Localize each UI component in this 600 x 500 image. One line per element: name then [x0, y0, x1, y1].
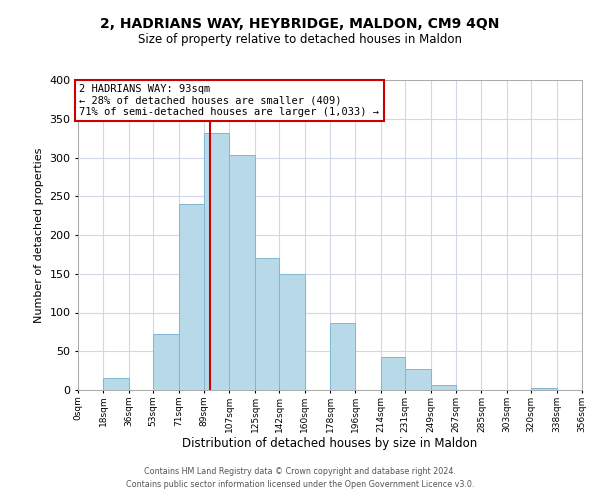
Bar — [255, 258, 279, 390]
Bar — [381, 358, 405, 390]
Bar — [531, 388, 557, 390]
Bar — [204, 132, 229, 390]
Text: Contains HM Land Registry data © Crown copyright and database right 2024.: Contains HM Land Registry data © Crown c… — [144, 467, 456, 476]
Bar — [431, 386, 456, 390]
Y-axis label: Number of detached properties: Number of detached properties — [34, 148, 44, 322]
Bar — [103, 378, 129, 390]
Text: 2 HADRIANS WAY: 93sqm
← 28% of detached houses are smaller (409)
71% of semi-det: 2 HADRIANS WAY: 93sqm ← 28% of detached … — [79, 84, 379, 117]
Bar — [179, 204, 204, 390]
Text: Size of property relative to detached houses in Maldon: Size of property relative to detached ho… — [138, 32, 462, 46]
Bar — [330, 322, 355, 390]
X-axis label: Distribution of detached houses by size in Maldon: Distribution of detached houses by size … — [182, 438, 478, 450]
Bar — [279, 274, 305, 390]
Bar — [229, 155, 255, 390]
Text: Contains public sector information licensed under the Open Government Licence v3: Contains public sector information licen… — [126, 480, 474, 489]
Text: 2, HADRIANS WAY, HEYBRIDGE, MALDON, CM9 4QN: 2, HADRIANS WAY, HEYBRIDGE, MALDON, CM9 … — [100, 18, 500, 32]
Bar — [153, 334, 179, 390]
Bar — [405, 369, 431, 390]
